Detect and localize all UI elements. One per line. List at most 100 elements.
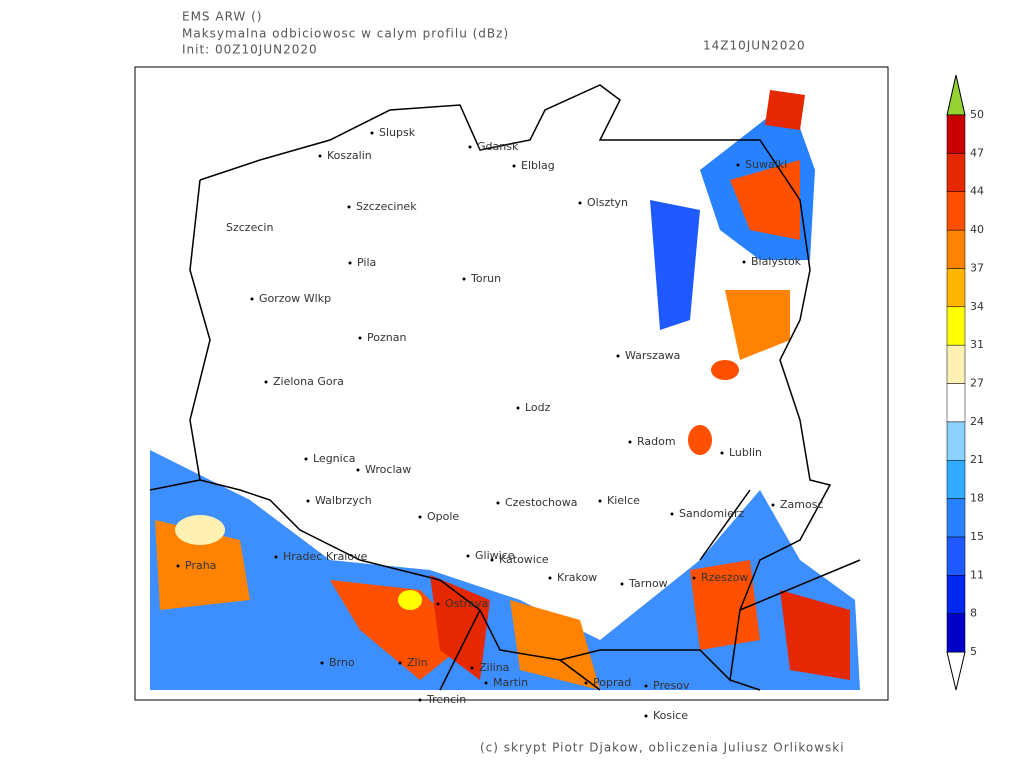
city-label: Pila — [357, 256, 376, 269]
city-label: Szczecin — [226, 221, 273, 234]
footer-credit: (c) skrypt Piotr Djakow, obliczenia Juli… — [480, 741, 845, 755]
colorbar-tick-label: 24 — [970, 415, 984, 428]
city-label: Szczecinek — [356, 200, 417, 213]
init-time: Init: 00Z10JUN2020 — [182, 43, 318, 57]
city-dot — [490, 558, 494, 562]
colorbar-tick-label: 34 — [970, 300, 984, 313]
city-dot — [616, 354, 620, 358]
city-label: Olsztyn — [587, 196, 628, 209]
city-dot — [176, 564, 180, 568]
color-band — [946, 306, 966, 346]
city-label: Rzeszow — [701, 571, 748, 584]
color-band — [946, 498, 966, 538]
city-label: Kosice — [653, 709, 688, 722]
city-label: Lodz — [525, 401, 551, 414]
city-label: Brno — [329, 656, 355, 669]
color-band — [946, 613, 966, 653]
colorbar: 5 8 11 15 18 21 24 27 31 34 37 40 44 47 50 — [946, 74, 984, 691]
city-dot — [306, 499, 310, 503]
city-dot — [398, 661, 402, 665]
city-dot — [356, 468, 360, 472]
city-label: Hradec Kralove — [283, 550, 368, 563]
colorbar-tick-label: 18 — [970, 492, 984, 505]
field-title: Maksymalna odbiciowosc w calym profilu (… — [182, 27, 509, 41]
city-label: Slupsk — [379, 126, 416, 139]
city-label: Czestochowa — [505, 496, 577, 509]
city-label: Zamosc — [780, 498, 824, 511]
city-label: Tarnow — [628, 577, 668, 590]
city-dot — [418, 515, 422, 519]
city-label: Trencin — [426, 693, 466, 706]
city-label: Gorzow Wlkp — [259, 292, 331, 305]
city-label: Walbrzych — [315, 494, 372, 507]
city-dot — [516, 406, 520, 410]
colorbar-tick-label: 47 — [970, 146, 984, 159]
city-label: Warszawa — [625, 349, 680, 362]
city-label: Poznan — [367, 331, 406, 344]
city-label: Koszalin — [327, 149, 372, 162]
city-dot — [720, 451, 724, 455]
city-dot — [462, 277, 466, 281]
city-label: Zilina — [479, 661, 509, 674]
city-dot — [348, 261, 352, 265]
city-dot — [742, 260, 746, 264]
colorbar-tick-label: 40 — [970, 223, 984, 236]
color-band — [946, 536, 966, 576]
city-dot — [692, 576, 696, 580]
city-label: Ostrava — [445, 597, 488, 610]
city-label: Krakow — [557, 571, 597, 584]
city-label: Gdansk — [477, 140, 519, 153]
city-dot — [771, 503, 775, 507]
city-label: Zielona Gora — [273, 375, 344, 388]
radar-echoes — [150, 90, 860, 690]
color-band — [946, 383, 966, 423]
city-label: Kielce — [607, 494, 640, 507]
colorbar-tick-label: 50 — [970, 108, 984, 121]
city-label: Bialystok — [751, 255, 802, 268]
colorbar-tick-label: 8 — [970, 607, 977, 620]
city-dot — [644, 714, 648, 718]
city-label: Suwalki — [745, 158, 787, 171]
color-band — [946, 191, 966, 231]
colorbar-tick-label: 31 — [970, 338, 984, 351]
under-triangle — [946, 651, 966, 691]
city-dot — [347, 205, 351, 209]
city-dot — [670, 512, 674, 516]
colorbar-tick-label: 44 — [970, 185, 984, 198]
color-band — [946, 114, 966, 154]
city-dot — [264, 380, 268, 384]
city-label: Elblag — [521, 159, 555, 172]
city-dot — [584, 681, 588, 685]
city-label: Martin — [493, 676, 528, 689]
city-dot — [548, 576, 552, 580]
city-dot — [628, 440, 632, 444]
city-dot — [304, 457, 308, 461]
city-label: Wroclaw — [365, 463, 411, 476]
city-dot — [578, 201, 582, 205]
city-dot — [370, 131, 374, 135]
city-dot — [484, 681, 488, 685]
city-label: Opole — [427, 510, 459, 523]
color-band — [946, 575, 966, 614]
city-label: Zlin — [407, 656, 428, 669]
colorbar-tick-label: 21 — [970, 453, 984, 466]
city-dot — [512, 164, 516, 168]
color-band — [946, 153, 966, 192]
city-dot — [598, 499, 602, 503]
city-dot — [620, 582, 624, 586]
city-label: Gliwice — [475, 549, 515, 562]
city-dot — [318, 154, 322, 158]
valid-time: 14Z10JUN2020 — [703, 39, 806, 53]
colorbar-tick-label: 37 — [970, 261, 984, 274]
color-band — [946, 344, 966, 384]
color-band — [946, 229, 966, 269]
city-dot — [418, 698, 422, 702]
city-dot — [436, 602, 440, 606]
city-dot — [320, 661, 324, 665]
city-label: Katowice — [499, 553, 549, 566]
city-label: Legnica — [313, 452, 356, 465]
borders — [149, 84, 861, 691]
city-dot — [466, 554, 470, 558]
city-label: Poprad — [593, 676, 631, 689]
